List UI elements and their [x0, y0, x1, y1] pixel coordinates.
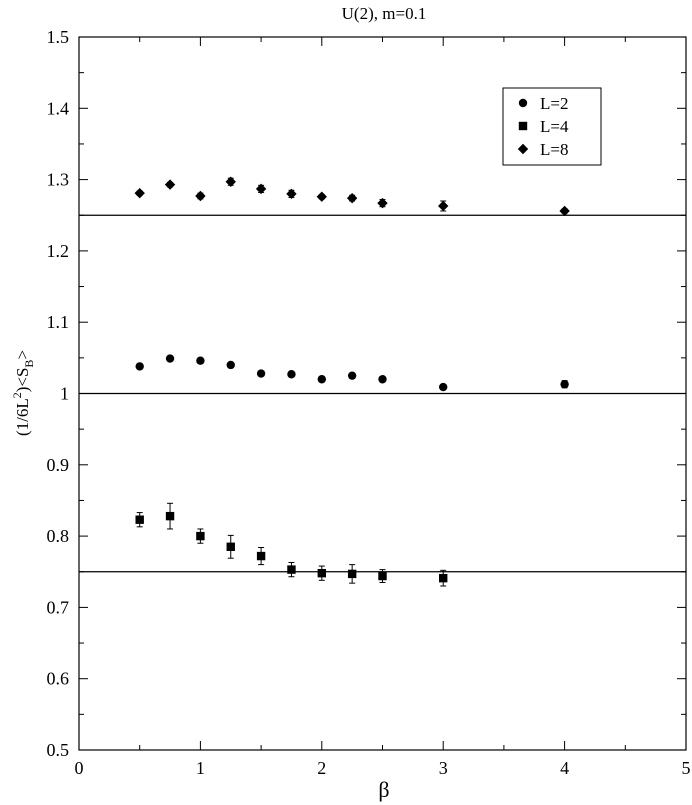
x-tick-label: 5: [682, 758, 691, 778]
y-tick-label: 1.4: [47, 98, 70, 118]
x-tick-label: 1: [196, 758, 205, 778]
tick-labels: 0 1 2 3 4 5 0.5 0.6 0.7 0.8 0.9 1 1.1 1.2 1.3 1.4 1.5: [47, 27, 691, 778]
point-l8: [286, 188, 297, 200]
point-l8: [134, 187, 145, 199]
point-l8: [559, 205, 570, 217]
y-tick-label: 1.5: [47, 27, 70, 47]
y-tick-label: 0.7: [47, 597, 70, 617]
data-points: [134, 176, 570, 587]
point-l8: [316, 191, 327, 202]
y-tick-label: 0.6: [47, 669, 70, 689]
chart-title: U(2), m=0.1: [342, 4, 427, 23]
point-l4: [135, 515, 144, 524]
legend-label: L=8: [540, 140, 568, 159]
point-l4: [378, 571, 387, 581]
y-tick-label: 1.2: [47, 241, 70, 261]
y-axis-label-prefix: (1/6L: [13, 398, 32, 436]
y-axis-label-suffix: >: [13, 350, 32, 360]
point-l8: [438, 200, 449, 212]
legend-marker: [518, 98, 528, 108]
y-tick-label: 0.5: [47, 740, 70, 760]
legend-marker: [518, 121, 528, 131]
point-l8: [195, 190, 206, 202]
legend: L=2 L=4 L=8: [502, 87, 602, 166]
y-axis-label: (1/6L2)<SB>: [10, 350, 36, 436]
x-tick-label: 4: [560, 758, 569, 778]
point-l2: [317, 375, 326, 384]
point-l4: [165, 511, 175, 521]
point-l8: [377, 197, 388, 209]
y-tick-label: 1: [60, 384, 69, 404]
point-l4: [256, 551, 266, 561]
point-l2: [560, 380, 569, 389]
legend-label: L=2: [540, 94, 568, 113]
y-tick-label: 1.1: [47, 312, 70, 332]
point-l2: [196, 356, 205, 365]
point-l8: [225, 176, 236, 187]
point-l2: [287, 370, 296, 379]
point-l4: [347, 569, 357, 579]
x-tick-label: 2: [317, 758, 326, 778]
point-l2: [226, 360, 235, 370]
y-tick-label: 1.3: [47, 170, 70, 190]
x-tick-label: 0: [75, 758, 84, 778]
y-axis-label-sup: 2: [10, 392, 24, 398]
point-l8: [255, 183, 267, 195]
point-l2: [165, 354, 175, 363]
point-l4: [317, 568, 326, 578]
y-axis-label-sub: B: [22, 360, 36, 368]
point-l8: [346, 192, 358, 204]
point-l2: [347, 371, 357, 380]
point-l2: [135, 362, 144, 371]
y-tick-label: 0.9: [47, 455, 70, 475]
y-axis-label-middle: )<S: [13, 368, 32, 393]
x-axis-label: β: [378, 777, 389, 802]
y-tick-label: 0.8: [47, 526, 70, 546]
point-l8: [164, 179, 176, 190]
legend-marker: [517, 143, 529, 155]
point-l4: [196, 531, 205, 541]
legend-label: L=4: [540, 117, 569, 136]
point-l4: [287, 565, 296, 574]
point-l2: [378, 375, 387, 384]
point-l2: [439, 382, 448, 392]
point-l4: [226, 542, 235, 551]
x-tick-label: 3: [439, 758, 448, 778]
plot-frame: [78, 36, 687, 751]
point-l4: [439, 573, 448, 583]
point-l2: [256, 369, 266, 378]
